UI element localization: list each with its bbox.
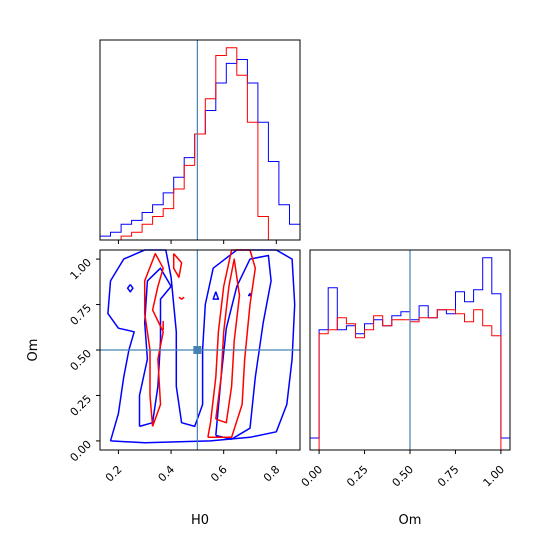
om-tick-label: 0.25 xyxy=(68,392,95,419)
contour-blue xyxy=(247,292,252,297)
contour-red xyxy=(207,249,257,439)
h0-tick-label: 0.4 xyxy=(156,463,178,485)
om-marginal-tick-label: 1.00 xyxy=(481,463,508,490)
h0-histogram-blue xyxy=(100,59,300,237)
contour-blue xyxy=(138,267,172,428)
contour-blue xyxy=(107,249,296,444)
om-marginal-tick-label: 0.25 xyxy=(344,463,371,490)
contour-blue xyxy=(126,284,134,293)
om-tick-label: 0.75 xyxy=(68,301,95,328)
contour-blue xyxy=(212,291,220,300)
h0-axis-label: H0 xyxy=(191,513,209,528)
om-tick-label: 0.00 xyxy=(68,438,95,465)
om-axis-label: Om xyxy=(26,339,41,362)
h0-tick-label: 0.8 xyxy=(261,463,283,485)
h0-tick-label: 0.2 xyxy=(103,463,125,485)
om-marginal-tick-label: 0.00 xyxy=(299,463,326,490)
truth-marker xyxy=(193,346,202,354)
contour-red xyxy=(215,258,241,424)
om-marginal-axis-label: Om xyxy=(399,513,422,528)
h0-tick-label: 0.6 xyxy=(208,463,230,485)
contour-blue xyxy=(215,254,272,440)
om-marginal-tick-label: 0.50 xyxy=(390,463,417,490)
h0-histogram-red xyxy=(100,47,300,241)
om-tick-label: 1.00 xyxy=(68,256,95,283)
h0-marginal-frame xyxy=(99,39,301,241)
contour-red xyxy=(172,253,183,279)
contour-red xyxy=(178,296,185,300)
om-tick-label: 0.50 xyxy=(68,347,95,374)
om-marginal-tick-label: 0.75 xyxy=(435,463,462,490)
